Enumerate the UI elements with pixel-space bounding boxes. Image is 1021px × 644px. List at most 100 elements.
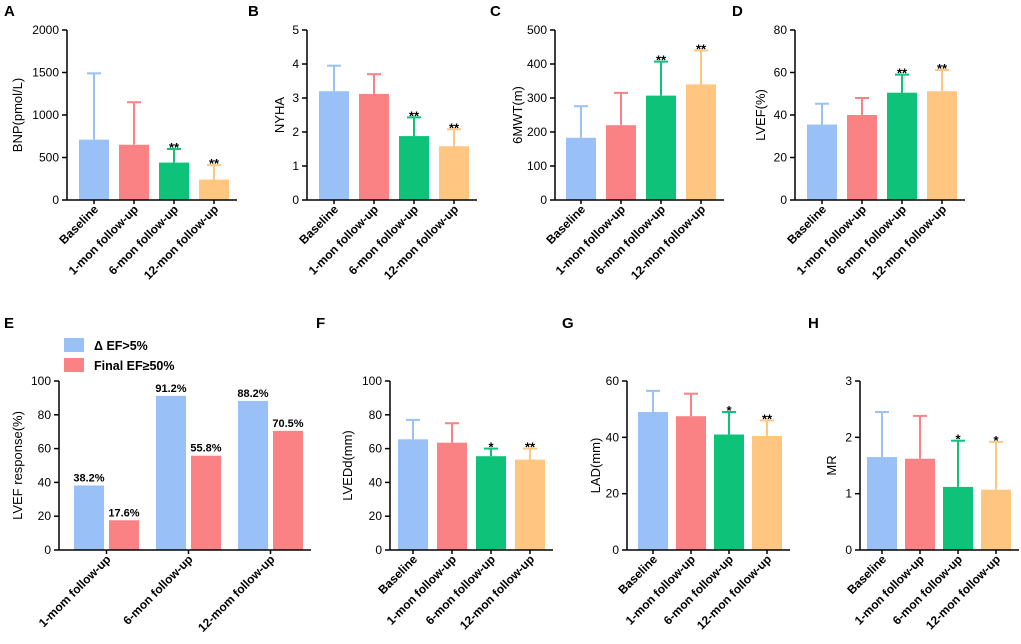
panel-f-y-axis-label: LVEDd(mm) bbox=[340, 430, 355, 501]
panel-e-letter: E bbox=[4, 315, 14, 332]
panel-d-y-tick-label-1: 20 bbox=[774, 151, 788, 165]
panel-f-significance-2: * bbox=[488, 440, 494, 455]
panel-e-data-label-ef50-2: 70.5% bbox=[272, 418, 303, 430]
panel-d-y-tick-label-4: 80 bbox=[774, 23, 788, 37]
panel-d-bar-1 bbox=[847, 115, 877, 200]
panel-a-significance-3: ** bbox=[209, 156, 220, 171]
panel-a-x-tick-label-3: 12-mon follow-up bbox=[141, 202, 221, 282]
panel-e-y-tick-label-5: 100 bbox=[31, 374, 51, 388]
panel-h-bar-2 bbox=[943, 486, 973, 550]
panel-e-data-label-ef5-1: 91.2% bbox=[155, 383, 186, 395]
panel-c-bar-3 bbox=[686, 84, 716, 200]
panel-g-bar-1 bbox=[676, 416, 706, 550]
panel-b-y-axis-label: NYHA bbox=[272, 97, 287, 133]
panel-e-bar-ef5-1 bbox=[156, 395, 186, 550]
panel-e-x-tick-label-1: 6-mon follow-up bbox=[120, 552, 195, 627]
panel-d-y-tick-label-3: 60 bbox=[774, 66, 788, 80]
panel-a-x-tick-label-1: 1-mon follow-up bbox=[66, 202, 141, 277]
panel-c-significance-2: ** bbox=[656, 53, 667, 68]
panel-c-significance-3: ** bbox=[696, 41, 707, 56]
panel-e-data-label-ef5-0: 38.2% bbox=[73, 472, 104, 484]
panel-a-y-axis-label: BNP(pmol/L) bbox=[10, 78, 25, 152]
panel-g-significance-2: * bbox=[726, 403, 732, 418]
panel-e-data-label-ef50-1: 55.8% bbox=[190, 443, 221, 455]
panel-e-bar-ef5-0 bbox=[74, 485, 104, 550]
panel-c-y-tick-label-2: 200 bbox=[527, 125, 547, 139]
panel-a-bar-3 bbox=[199, 179, 229, 200]
panel-g-y-axis-label: LAD(mm) bbox=[588, 438, 603, 494]
panel-h-y-tick-label-1: 1 bbox=[845, 487, 852, 501]
panel-h-x-tick-label-3: 12-mon follow-up bbox=[923, 552, 1003, 632]
panel-b-y-tick-label-5: 5 bbox=[292, 23, 299, 37]
panel-b-letter: B bbox=[248, 3, 259, 20]
panel-c-bar-1 bbox=[606, 125, 636, 200]
panel-c-x-tick-label-3: 12-mon follow-up bbox=[628, 202, 708, 282]
panel-b-significance-2: ** bbox=[409, 108, 420, 123]
panel-g-x-tick-label-1: 1-mon follow-up bbox=[623, 552, 698, 627]
panel-f-y-tick-label-3: 60 bbox=[369, 442, 383, 456]
panel-d-y-tick-label-2: 40 bbox=[774, 108, 788, 122]
panel-h-y-tick-label-2: 2 bbox=[845, 430, 852, 444]
panel-a-bar-2 bbox=[159, 162, 189, 200]
panel-g-bar-3 bbox=[752, 435, 782, 550]
panel-a-y-tick-label-4: 2000 bbox=[32, 23, 59, 37]
panel-g-y-tick-label-1: 20 bbox=[606, 487, 620, 501]
panel-e-y-tick-label-2: 40 bbox=[38, 475, 52, 489]
panel-c-y-tick-label-3: 300 bbox=[527, 91, 547, 105]
panel-b-y-tick-label-3: 3 bbox=[292, 91, 299, 105]
panel-f-significance-3: ** bbox=[525, 440, 536, 455]
panel-e-y-axis-label: LVEF response(%) bbox=[10, 411, 25, 520]
panel-f-y-tick-label-5: 100 bbox=[362, 374, 382, 388]
panel-a-y-tick-label-1: 500 bbox=[39, 151, 59, 165]
panel-e-bar-ef50-0 bbox=[109, 520, 139, 550]
panel-g-bar-0 bbox=[638, 411, 668, 550]
panel-f-x-tick-label-3: 12-mon follow-up bbox=[457, 552, 537, 632]
panel-c-x-tick-label-1: 1-mon follow-up bbox=[553, 202, 628, 277]
panel-a-letter: A bbox=[4, 3, 15, 20]
panel-h-y-tick-label-3: 3 bbox=[845, 374, 852, 388]
panel-b-significance-3: ** bbox=[449, 120, 460, 135]
panel-e-y-tick-label-1: 20 bbox=[38, 509, 52, 523]
panel-e-y-tick-label-3: 60 bbox=[38, 442, 52, 456]
panel-e-data-label-ef50-0: 17.6% bbox=[108, 507, 139, 519]
panel-f-bar-0 bbox=[398, 439, 428, 550]
panel-e-data-label-ef5-2: 88.2% bbox=[237, 388, 268, 400]
legend-swatch-1 bbox=[64, 358, 84, 372]
panel-g-x-tick-label-3: 12-mon follow-up bbox=[694, 552, 774, 632]
panel-a-bar-0 bbox=[79, 139, 109, 200]
panel-g-letter: G bbox=[562, 315, 574, 332]
panel-f-x-tick-label-1: 1-mon follow-up bbox=[384, 552, 459, 627]
panel-a-y-tick-label-2: 1000 bbox=[32, 108, 59, 122]
panel-e-x-tick-label-0: 1-mom follow-up bbox=[36, 552, 114, 630]
panel-f-x-tick-label-2: 6-mon follow-up bbox=[423, 552, 498, 627]
panel-h-bar-3 bbox=[981, 489, 1011, 550]
panel-b-x-tick-label-2: 6-mon follow-up bbox=[346, 202, 421, 277]
panel-g-y-tick-label-2: 40 bbox=[606, 430, 620, 444]
panel-e-y-tick-label-0: 0 bbox=[44, 543, 51, 557]
panel-e-bar-ef50-2 bbox=[273, 430, 303, 550]
panel-h-x-tick-label-1: 1-mon follow-up bbox=[852, 552, 927, 627]
panel-c-y-axis-label: 6MWT(m) bbox=[510, 86, 525, 144]
panel-b-x-tick-label-3: 12-mon follow-up bbox=[381, 202, 461, 282]
panel-d-bar-0 bbox=[807, 124, 837, 200]
panel-d-significance-3: ** bbox=[937, 61, 948, 76]
panel-b-bar-1 bbox=[359, 93, 389, 200]
panel-a-y-tick-label-0: 0 bbox=[52, 193, 59, 207]
panel-a-significance-2: ** bbox=[169, 140, 180, 155]
panel-g-y-tick-label-0: 0 bbox=[612, 543, 619, 557]
panel-a-bar-1 bbox=[119, 144, 149, 200]
legend-label-0: Δ EF>5% bbox=[94, 339, 148, 353]
panel-h-x-tick-label-2: 6-mon follow-up bbox=[890, 552, 965, 627]
panel-c-y-tick-label-5: 500 bbox=[527, 23, 547, 37]
panel-c-letter: C bbox=[490, 3, 501, 20]
panel-c-bar-2 bbox=[646, 95, 676, 200]
panel-e-bar-ef50-1 bbox=[191, 455, 221, 550]
legend-label-1: Final EF≥50% bbox=[94, 359, 175, 373]
panel-d-x-tick-label-1: 1-mon follow-up bbox=[794, 202, 869, 277]
panel-b-x-tick-label-1: 1-mon follow-up bbox=[306, 202, 381, 277]
panel-h-letter: H bbox=[808, 315, 819, 332]
panel-g-bar-2 bbox=[714, 434, 744, 550]
panel-h-y-tick-label-0: 0 bbox=[845, 543, 852, 557]
panel-h-significance-3: * bbox=[993, 433, 999, 448]
panel-g-y-tick-label-3: 60 bbox=[606, 374, 620, 388]
